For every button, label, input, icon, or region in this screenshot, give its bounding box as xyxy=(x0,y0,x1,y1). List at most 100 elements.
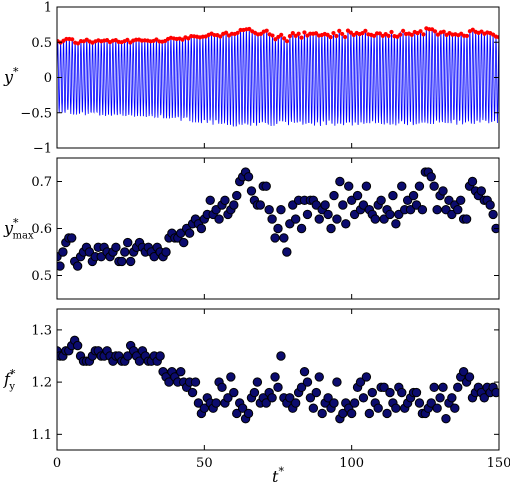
data-point xyxy=(414,181,425,191)
data-point xyxy=(476,186,487,196)
peak-point xyxy=(186,36,191,41)
data-point xyxy=(426,398,436,408)
data-point xyxy=(237,403,248,413)
data-point xyxy=(397,387,407,398)
peak-point xyxy=(163,38,168,44)
peak-point xyxy=(302,30,307,35)
data-point xyxy=(302,377,313,387)
data-point xyxy=(329,398,339,408)
data-point xyxy=(264,205,274,215)
data-point xyxy=(261,181,271,191)
peak-point xyxy=(75,41,81,46)
data-point xyxy=(429,382,439,393)
data-point xyxy=(397,181,407,191)
panel-frequency: 1.1 1.2 1.3 0 50 100 150 f* y t* xyxy=(3,308,510,486)
data-point xyxy=(461,214,472,224)
data-point xyxy=(488,209,498,220)
data-point xyxy=(453,382,463,393)
data-point xyxy=(179,237,189,248)
data-point xyxy=(379,382,389,393)
data-point xyxy=(346,408,357,419)
data-point xyxy=(273,223,283,234)
peak-point xyxy=(282,36,287,41)
y-axis-label: y* xyxy=(3,66,19,87)
data-point xyxy=(364,408,375,419)
data-point xyxy=(361,372,372,382)
plot-area xyxy=(57,335,499,424)
peak-point xyxy=(386,33,391,39)
data-point xyxy=(246,186,257,196)
data-point xyxy=(305,393,316,403)
y-tick-label: 1.3 xyxy=(31,323,52,338)
data-point xyxy=(485,200,495,210)
x-axis-label: t* xyxy=(272,465,284,486)
peak-point xyxy=(418,29,423,34)
data-point xyxy=(184,228,195,238)
data-point xyxy=(432,403,442,413)
data-point xyxy=(370,214,380,224)
data-point xyxy=(314,214,324,224)
data-point xyxy=(58,247,68,257)
data-point xyxy=(276,351,286,361)
data-point xyxy=(429,181,439,191)
axes-frame xyxy=(56,308,500,451)
x-tick-label: 0 xyxy=(53,456,61,471)
peak-point xyxy=(432,29,438,34)
y-tick-label: 1 xyxy=(44,1,52,16)
data-point xyxy=(220,195,230,206)
peak-point xyxy=(459,31,464,36)
data-point xyxy=(296,223,307,234)
data-point xyxy=(329,190,339,201)
data-point xyxy=(314,372,324,382)
data-point xyxy=(385,209,395,220)
data-point xyxy=(317,408,327,419)
data-point xyxy=(458,366,469,377)
data-point xyxy=(270,233,280,243)
y-tick-label: 0.5 xyxy=(31,36,52,51)
peak-point xyxy=(340,31,345,37)
data-point xyxy=(491,387,499,398)
data-point xyxy=(467,176,478,187)
peak-point xyxy=(264,28,269,33)
data-point xyxy=(120,247,130,257)
peak-point xyxy=(464,33,470,39)
peak-point xyxy=(290,30,295,36)
data-point xyxy=(341,219,351,229)
peak-point xyxy=(273,37,278,42)
data-point xyxy=(376,195,386,206)
plot-area xyxy=(57,167,499,271)
data-point xyxy=(388,190,398,201)
data-point xyxy=(255,200,266,210)
data-point xyxy=(270,372,280,382)
data-point xyxy=(355,377,366,387)
peak-point xyxy=(293,33,298,38)
data-point xyxy=(267,393,277,403)
peak-point xyxy=(284,39,290,44)
peak-point xyxy=(125,37,130,42)
peak-point xyxy=(435,32,441,37)
peak-point xyxy=(331,30,336,36)
data-point xyxy=(243,408,254,419)
data-point xyxy=(455,195,466,206)
data-point xyxy=(323,393,333,403)
data-point xyxy=(211,398,221,408)
x-tick-label: 100 xyxy=(339,456,364,471)
data-point xyxy=(332,377,342,387)
peak-point xyxy=(270,33,275,38)
data-point xyxy=(447,393,457,403)
data-point xyxy=(311,387,322,398)
peak-point xyxy=(348,30,353,35)
peak-point xyxy=(287,34,293,39)
peak-point xyxy=(398,32,403,37)
data-point xyxy=(441,413,451,424)
peak-point xyxy=(313,31,319,36)
data-point xyxy=(299,366,310,377)
data-point xyxy=(190,377,201,387)
data-point xyxy=(352,190,363,201)
data-point xyxy=(57,261,65,271)
panel-peak-amplitude: 0.5 0.6 0.7 y* max xyxy=(3,157,500,300)
x-tick-label: 50 xyxy=(196,456,213,471)
data-point xyxy=(338,200,348,210)
data-point xyxy=(226,372,236,382)
